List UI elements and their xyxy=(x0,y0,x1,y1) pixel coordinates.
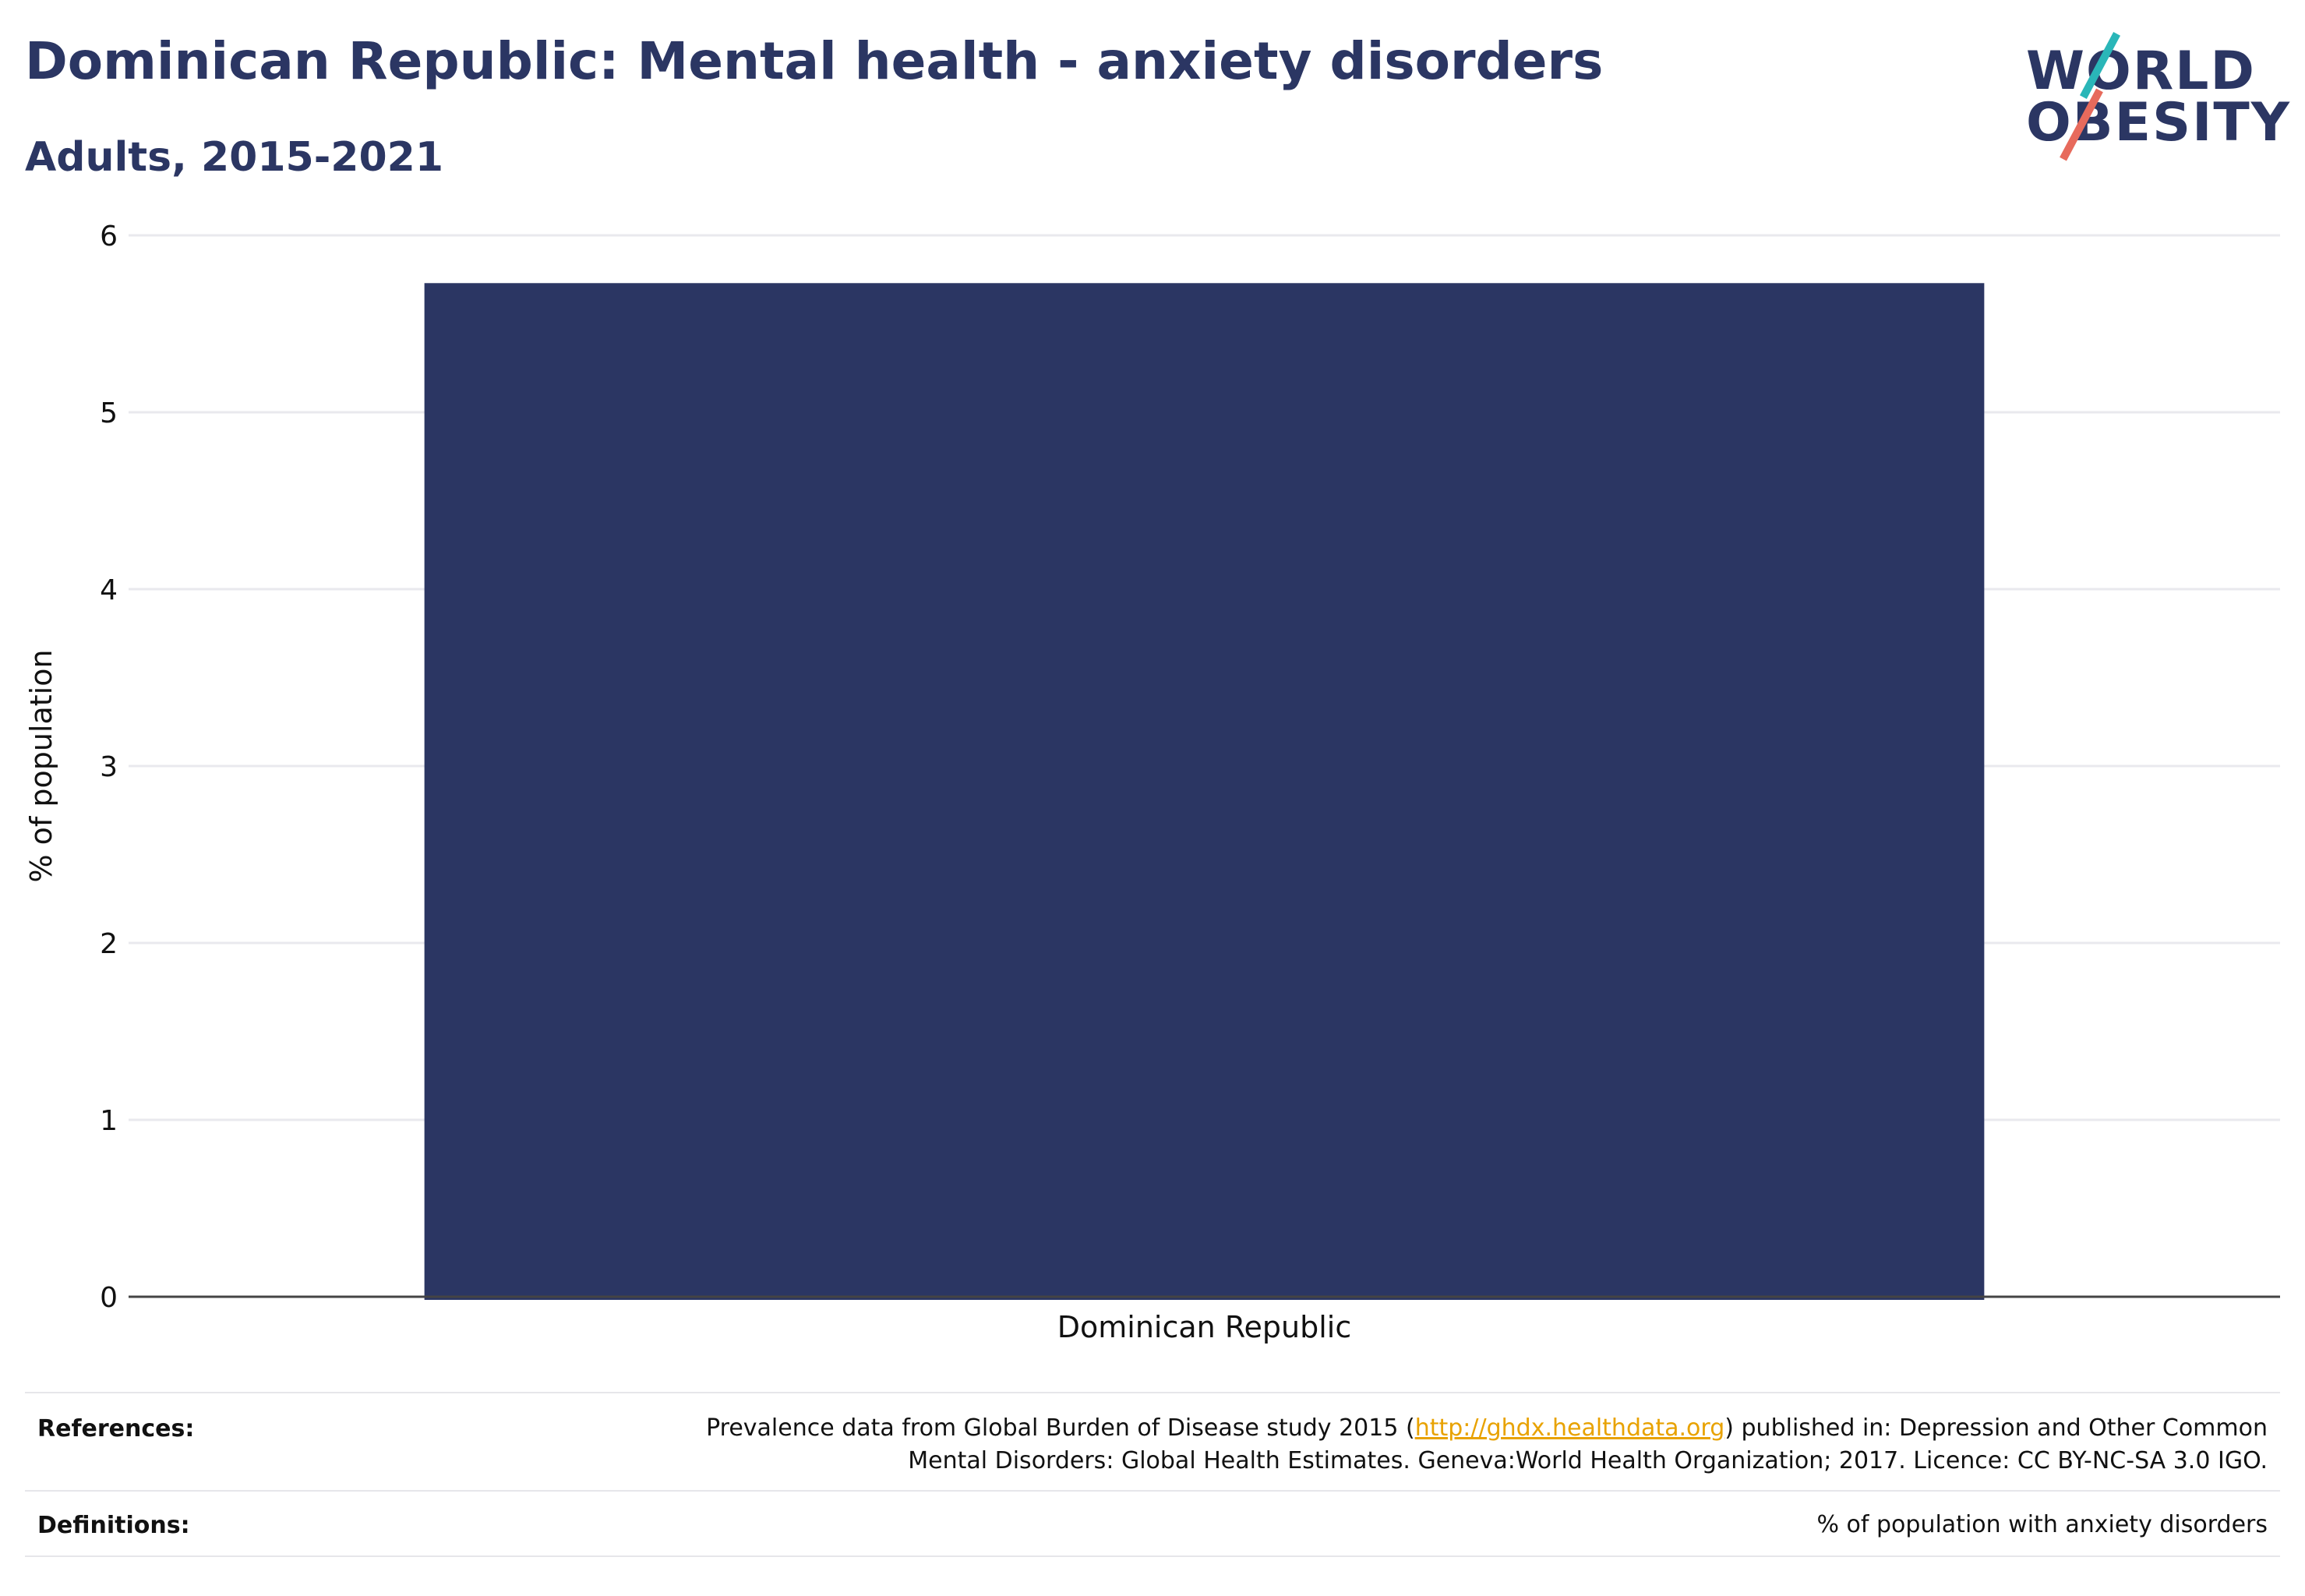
references-text-before: Prevalence data from Global Burden of Di… xyxy=(706,1414,1415,1442)
definitions-text: % of population with anxiety disorders xyxy=(1816,1511,2268,1538)
axes: 0 1 2 3 4 5 6 Dominican Republic xyxy=(100,221,2280,1344)
definitions-bottom-rule xyxy=(25,1555,2280,1557)
y-tick-label-3: 3 xyxy=(100,751,118,783)
references-text: Prevalence data from Global Burden of Di… xyxy=(631,1412,2268,1478)
y-tick-label-0: 0 xyxy=(100,1282,118,1314)
chart-subtitle: Adults, 2015-2021 xyxy=(25,134,444,181)
y-tick-label-2: 2 xyxy=(100,928,118,960)
references-link[interactable]: http://ghdx.healthdata.org xyxy=(1414,1414,1725,1442)
bars xyxy=(424,283,1985,1300)
bar-chart: 0 1 2 3 4 5 6 Dominican Republic % of populatio… xyxy=(24,221,2280,1344)
y-tick-label-6: 6 xyxy=(100,221,118,252)
definitions-row: Definitions: % of population with anxiet… xyxy=(25,1490,2280,1555)
y-tick-label-4: 4 xyxy=(100,574,118,606)
y-axis-label: % of population xyxy=(24,649,58,882)
x-tick-label-0: Dominican Republic xyxy=(1057,1310,1351,1344)
references-text-after: ) published in: Depression and Other Com… xyxy=(908,1414,2268,1474)
chart-title: Dominican Republic: Mental health - anxi… xyxy=(25,31,1604,91)
references-row: References: Prevalence data from Global … xyxy=(25,1392,2280,1490)
definitions-top-rule xyxy=(25,1490,2280,1492)
y-tick-label-1: 1 xyxy=(100,1105,118,1137)
references-label: References: xyxy=(37,1415,195,1442)
logo-text-world: WORLD xyxy=(2026,41,2256,102)
world-obesity-logo: WORLD OBESITY xyxy=(2026,30,2289,170)
y-tick-label-5: 5 xyxy=(100,397,118,429)
bar-0[interactable] xyxy=(424,283,1985,1300)
references-top-rule xyxy=(25,1392,2280,1393)
definitions-label: Definitions: xyxy=(37,1512,190,1539)
